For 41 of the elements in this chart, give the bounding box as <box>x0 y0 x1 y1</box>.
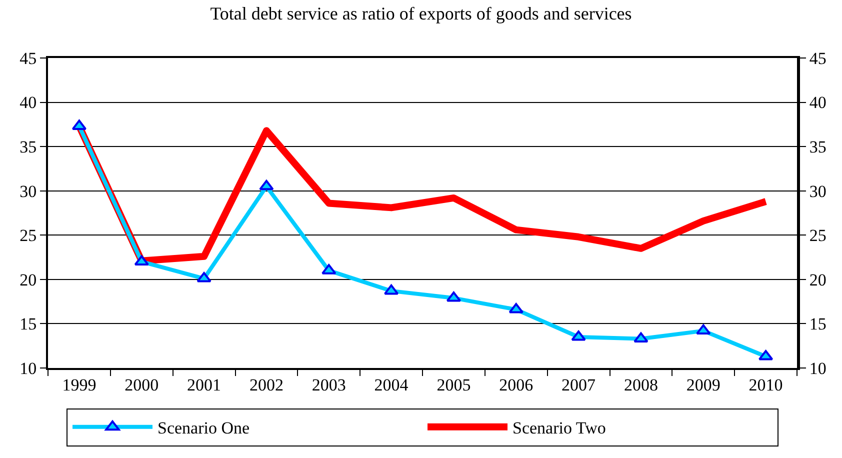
x-tick-label: 2001 <box>187 375 222 394</box>
point <box>696 324 711 335</box>
x-tick-label: 2006 <box>499 375 534 394</box>
y-tick-label: 35 <box>20 138 37 157</box>
y2-tick-label: 40 <box>809 93 826 112</box>
x-tick-label: 2009 <box>686 375 720 394</box>
point <box>196 272 212 282</box>
x-tick-label: 2004 <box>374 375 409 394</box>
point <box>634 332 648 343</box>
point <box>322 264 336 274</box>
y2-tick-label: 10 <box>809 358 826 378</box>
y-tick-label: 15 <box>20 314 37 334</box>
x-tick-label: 2002 <box>249 375 284 394</box>
point <box>571 330 586 341</box>
y2-tick-label: 20 <box>809 270 826 290</box>
point <box>259 180 274 190</box>
y2-tick-label: 35 <box>809 138 826 157</box>
y2-tick-label: 45 <box>809 48 826 68</box>
y-tick-label: 45 <box>20 48 37 68</box>
legend-label: Scenario One <box>158 418 250 438</box>
x-tick-label: 2007 <box>562 375 596 394</box>
y2-tick-label: 25 <box>809 226 826 246</box>
y-tick-label: 10 <box>20 358 37 378</box>
point <box>384 284 399 295</box>
x-tick-label: 2000 <box>124 375 159 394</box>
y2-tick-label: 30 <box>809 182 826 201</box>
y-tick-label: 25 <box>20 226 37 246</box>
legend-label: Scenario Two <box>512 418 606 438</box>
point <box>758 350 774 360</box>
x-tick-label: 2003 <box>312 375 346 394</box>
point <box>134 255 149 266</box>
chart-title: Total debt service as ratio of exports of goods and services <box>210 3 632 24</box>
point <box>508 303 524 314</box>
x-tick-label: 2010 <box>748 375 783 394</box>
y-tick-label: 20 <box>20 270 37 290</box>
y-tick-label: 30 <box>20 182 37 201</box>
x-tick-label: 2008 <box>624 375 658 394</box>
x-tick-label: 2005 <box>436 375 471 394</box>
y2-tick-label: 15 <box>809 314 826 334</box>
y-tick-label: 40 <box>20 93 37 112</box>
x-tick-label: 1999 <box>62 375 96 394</box>
